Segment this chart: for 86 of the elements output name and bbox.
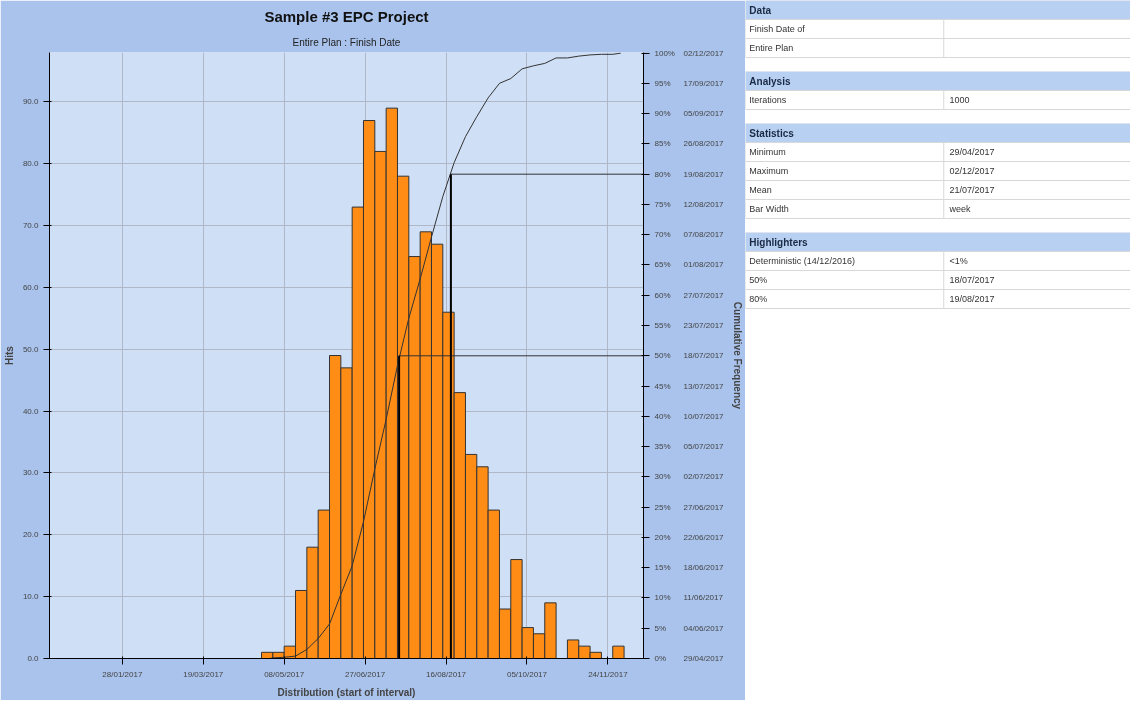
text: 29/04/2017 bbox=[949, 147, 995, 157]
category-label: Minimum bbox=[749, 147, 786, 157]
text: Statistics bbox=[749, 127, 795, 139]
y-tick-label: 90.0 bbox=[22, 97, 40, 107]
text: 29/04/2017 bbox=[683, 654, 725, 663]
text: 27/06/2017 bbox=[683, 502, 725, 512]
category-label: Bar Width bbox=[749, 204, 789, 214]
text: 22/06/2017 bbox=[683, 532, 725, 542]
y2-tick-label: 65% bbox=[654, 260, 671, 270]
y2-tick-label: 0% bbox=[654, 654, 667, 663]
text: 26/08/2017 bbox=[683, 139, 725, 149]
text: 19/08/2017 bbox=[683, 169, 725, 179]
y-tick-label: 50.0 bbox=[22, 344, 40, 354]
y-tick-label: 60.0 bbox=[22, 282, 40, 292]
y2-tick-label: 45% bbox=[654, 381, 671, 391]
x-tick-label: 05/10/2017 bbox=[506, 669, 548, 679]
category-label: Mean bbox=[749, 185, 772, 195]
y2-tick-label: 90% bbox=[654, 109, 671, 119]
y2-axis-title: Cumulative Frequency bbox=[731, 301, 743, 410]
y2-tick-label: 40% bbox=[654, 411, 671, 421]
y2-tick-label: 10% bbox=[654, 593, 671, 603]
text: Analysis bbox=[749, 75, 791, 87]
category-label: Maximum bbox=[749, 166, 789, 176]
y2-tick-label: 85% bbox=[654, 139, 671, 149]
text: 18/07/2017 bbox=[949, 275, 995, 285]
text: 27/07/2017 bbox=[683, 290, 725, 300]
text: 17/09/2017 bbox=[683, 78, 725, 88]
y2-tick-label: 30% bbox=[654, 472, 671, 482]
y2-tick-label: 95% bbox=[654, 78, 671, 88]
category-label: Deterministic (14/12/2016) bbox=[749, 256, 855, 266]
text: Data bbox=[749, 4, 772, 16]
y-tick-label: 20.0 bbox=[22, 530, 40, 540]
text: 04/06/2017 bbox=[683, 623, 725, 633]
category-label: Finish Date of bbox=[749, 24, 806, 34]
x-tick-label: 28/01/2017 bbox=[102, 669, 143, 679]
y-tick-label: 40.0 bbox=[22, 406, 40, 416]
text: 18/07/2017 bbox=[683, 351, 725, 361]
text: week bbox=[949, 204, 971, 214]
x-tick-label: 16/08/2017 bbox=[426, 669, 467, 679]
text: Highlighters bbox=[749, 236, 809, 248]
x-tick-label: 27/06/2017 bbox=[345, 669, 386, 679]
y2-tick-label: 70% bbox=[654, 230, 671, 240]
chart-subtitle: Entire Plan : Finish Date bbox=[292, 36, 401, 48]
y-tick-label: 80.0 bbox=[22, 159, 40, 169]
text: 05/09/2017 bbox=[683, 109, 725, 119]
y-tick-label: 30.0 bbox=[22, 468, 40, 478]
text: <1% bbox=[949, 256, 968, 266]
category-label: 50% bbox=[749, 275, 768, 285]
y-tick-label: 0.0 bbox=[27, 654, 40, 663]
text: 07/08/2017 bbox=[683, 230, 725, 240]
x-tick-label: 08/05/2017 bbox=[264, 669, 305, 679]
y2-tick-label: 60% bbox=[654, 290, 671, 300]
text: 02/12/2017 bbox=[949, 166, 995, 176]
text: 23/07/2017 bbox=[683, 321, 725, 331]
x-axis-title: Distribution (start of interval) bbox=[277, 686, 416, 698]
category-label: Iterations bbox=[749, 95, 787, 105]
chart-title: Sample #3 EPC Project bbox=[264, 7, 429, 25]
text: 11/06/2017 bbox=[683, 593, 724, 603]
y2-tick-label: 5% bbox=[654, 623, 667, 633]
text: 02/07/2017 bbox=[683, 472, 725, 482]
y2-tick-label: 80% bbox=[654, 169, 671, 179]
y-tick-label: 70.0 bbox=[22, 221, 40, 231]
y2-tick-label: 35% bbox=[654, 442, 671, 452]
y2-tick-label: 50% bbox=[654, 351, 671, 361]
x-tick-label: 19/03/2017 bbox=[183, 669, 224, 679]
text: 01/08/2017 bbox=[683, 260, 725, 270]
text: 21/07/2017 bbox=[949, 185, 995, 195]
text: 05/07/2017 bbox=[683, 442, 725, 452]
text: Entire Plan bbox=[749, 43, 794, 53]
y-tick-label: 10.0 bbox=[22, 592, 40, 602]
text: 02/12/2017 bbox=[683, 48, 725, 58]
x-tick-label: 24/11/2017 bbox=[588, 669, 629, 679]
text: 13/07/2017 bbox=[683, 381, 725, 391]
y2-tick-label: 20% bbox=[654, 532, 671, 542]
y2-tick-label: 75% bbox=[654, 199, 671, 209]
text: 12/08/2017 bbox=[683, 199, 725, 209]
text: 19/08/2017 bbox=[949, 294, 995, 304]
y2-tick-label: 55% bbox=[654, 321, 671, 331]
text: 10/07/2017 bbox=[683, 411, 725, 421]
y-axis-title: Hits bbox=[3, 345, 15, 365]
text: 18/06/2017 bbox=[683, 563, 725, 573]
category-label: 80% bbox=[749, 294, 768, 304]
text: 1000 bbox=[949, 95, 970, 105]
y2-tick-label: 15% bbox=[654, 563, 671, 573]
y2-tick-label: 100% bbox=[654, 48, 675, 58]
y2-tick-label: 25% bbox=[654, 502, 671, 512]
